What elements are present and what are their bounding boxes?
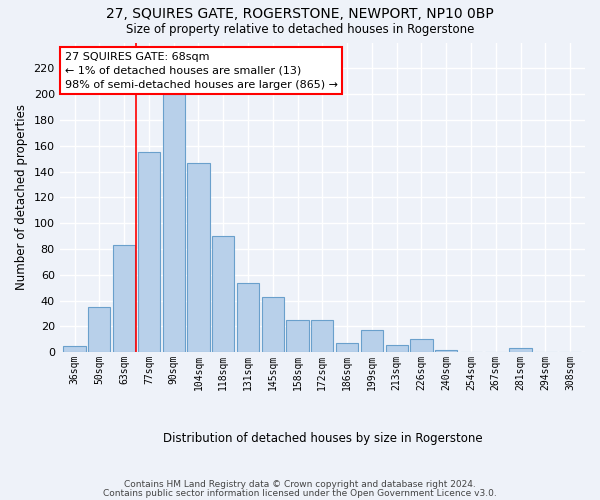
Text: Contains HM Land Registry data © Crown copyright and database right 2024.: Contains HM Land Registry data © Crown c… [124,480,476,489]
X-axis label: Distribution of detached houses by size in Rogerstone: Distribution of detached houses by size … [163,432,482,445]
Bar [336,344,358,352]
Bar [212,236,235,352]
Text: 27 SQUIRES GATE: 68sqm
← 1% of detached houses are smaller (13)
98% of semi-deta: 27 SQUIRES GATE: 68sqm ← 1% of detached … [65,52,338,90]
Bar [88,307,110,352]
Bar [410,340,433,352]
Bar [361,330,383,352]
Bar [237,282,259,352]
Bar [286,320,309,352]
Bar [163,94,185,352]
Text: 27, SQUIRES GATE, ROGERSTONE, NEWPORT, NP10 0BP: 27, SQUIRES GATE, ROGERSTONE, NEWPORT, N… [106,8,494,22]
Bar [311,320,334,352]
Bar [113,245,135,352]
Bar [187,162,209,352]
Bar [138,152,160,352]
Text: Size of property relative to detached houses in Rogerstone: Size of property relative to detached ho… [126,22,474,36]
Text: Contains public sector information licensed under the Open Government Licence v3: Contains public sector information licen… [103,489,497,498]
Y-axis label: Number of detached properties: Number of detached properties [15,104,28,290]
Bar [435,350,457,352]
Bar [262,297,284,352]
Bar [64,346,86,352]
Bar [386,344,408,352]
Bar [509,348,532,352]
